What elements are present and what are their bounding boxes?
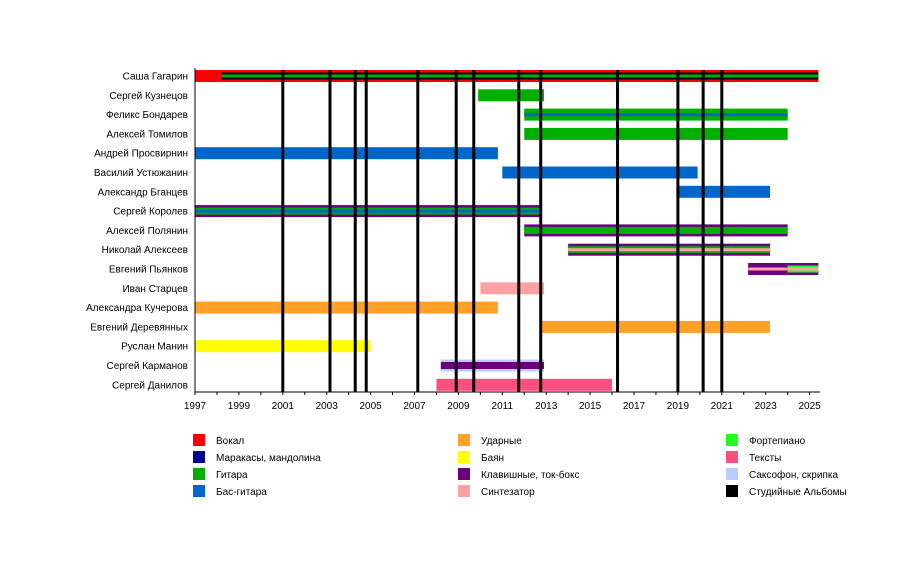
x-tick-label: 2019 [667,401,690,412]
member-name-label: Алексей Томилов [106,129,188,140]
album-release-line [353,70,357,392]
album-release-line [616,70,620,392]
legend-swatch-lyrics [726,451,738,463]
member-name-label: Феликс Бондарев [106,110,188,121]
member-bar-guitar [524,226,788,234]
legend-label: Баян [481,453,504,464]
member-name-label: Алексей Полянин [106,226,188,237]
member-bar-bass [195,147,498,160]
album-release-line [454,70,458,392]
legend-label: Тексты [749,453,781,464]
legend-swatch-piano [726,434,738,446]
legend-label: Маракасы, мандолина [216,453,321,464]
member-bar-guitar [478,89,545,102]
legend-swatch-bass [193,485,205,497]
member-name-label: Евгений Пьянков [109,265,188,276]
legend-label: Фортепиано [749,436,806,447]
x-tick-label: 2017 [623,401,646,412]
legend-label: Ударные [481,436,522,447]
member-bar-synth [568,248,771,252]
member-name-label: Евгений Деревянных [90,322,188,333]
legend-swatch-drums [458,434,470,446]
album-release-line [281,70,285,392]
album-release-line [720,70,724,392]
member-bar-drums [195,301,498,314]
x-tick-label: 2001 [272,401,295,412]
member-name-label: Руслан Манин [121,342,188,353]
legend-label: Бас-гитара [216,487,267,498]
member-name-label: Василий Устюжанин [94,168,188,179]
x-tick-label: 2023 [755,401,778,412]
x-tick-label: 2005 [359,401,382,412]
legend-swatch-synth [458,485,470,497]
legend-label: Саксофон, скрипка [749,469,838,481]
album-release-line [676,70,680,392]
album-release-line [416,70,420,392]
legend-swatch-bayan [458,451,470,463]
legend-swatch-vocal [193,434,205,446]
legend-label: Гитара [216,470,248,481]
x-tick-label: 2025 [798,401,821,412]
album-release-line [472,70,476,392]
member-bar-bass [502,166,698,179]
album-release-line [517,70,521,392]
legend-swatch-keys [458,468,470,480]
x-tick-label: 2021 [711,401,734,412]
album-release-line [701,70,705,392]
member-bar-bass [677,185,771,198]
member-bar-synth [748,267,788,271]
member-name-label: Иван Старцев [122,284,188,295]
member-name-label: Александра Кучерова [86,303,188,314]
legend-label: Студийные Альбомы [749,486,847,498]
x-tick-label: 2007 [403,401,426,412]
x-tick-label: 2003 [316,401,339,412]
member-bar-synth [480,282,545,295]
member-bar-guitar [524,127,788,140]
x-tick-label: 2015 [579,401,602,412]
legend-swatch-albums [726,485,738,497]
member-name-label: Андрей Просвирнин [94,149,188,160]
member-bar-bass [524,113,788,117]
member-bar-bass [195,209,542,213]
legend-swatch-maracas [193,451,205,463]
album-release-line [539,70,543,392]
legend-label: Синтезатор [481,487,535,498]
member-bar-keys [440,362,545,369]
member-bar-lyrics [436,378,613,391]
x-tick-label: 1999 [228,401,251,412]
member-bar-vocal [195,70,222,82]
x-tick-label: 2013 [535,401,558,412]
x-tick-label: 2011 [492,401,514,412]
legend-swatch-sax [726,468,738,480]
legend-label: Вокал [216,436,244,447]
member-bar-drums [540,320,771,333]
member-name-label: Саша Гагарин [123,72,188,83]
x-tick-label: 1997 [184,401,207,412]
member-name-label: Александр Бганцев [98,187,188,198]
member-name-label: Сергей Данилов [112,380,188,391]
member-name-label: Сергей Королев [113,207,188,218]
member-bar-synth [787,267,819,271]
member-name-label: Сергей Карманов [107,361,188,372]
member-name-label: Николай Алексеев [102,245,188,256]
x-tick-label: 2009 [447,401,470,412]
member-name-label: Сергей Кузнецов [109,91,188,102]
legend-label: Клавишные, ток-бокс [481,469,579,481]
album-release-line [364,70,368,392]
album-release-line [328,70,332,392]
legend-swatch-guitar [193,468,205,480]
